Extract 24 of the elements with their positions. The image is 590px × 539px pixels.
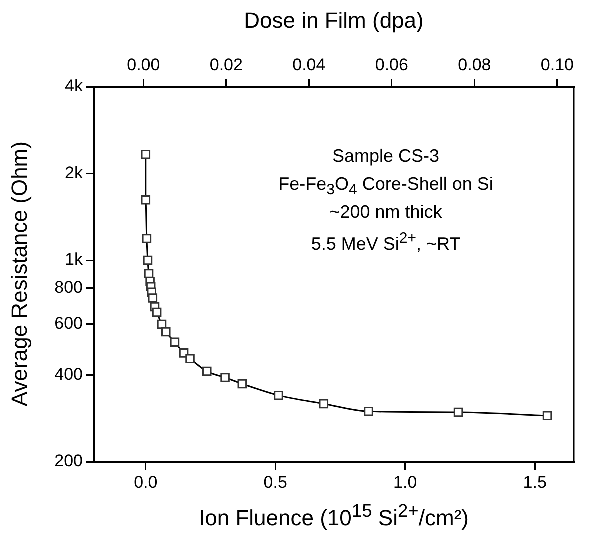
x-axis-title: Ion Fluence (10$^{15}$ Si$^{2+}$/cm²) — [199, 500, 469, 532]
x2-tick-label: 0.04 — [292, 55, 326, 74]
y-tick-label: 2k — [65, 163, 84, 182]
y-tick-label: 600 — [54, 314, 83, 334]
annotation: Sample CS-3 — [332, 146, 440, 167]
y-tick-label: 800 — [54, 278, 83, 298]
x2-axis-title: Dose in Film (dpa) — [244, 8, 424, 34]
annotation: ~200 nm thick — [330, 202, 442, 223]
y-tick-label: 200 — [54, 452, 83, 471]
annotation: 5.5 MeV Si$^{2+}$, ~RT — [311, 230, 461, 255]
x2-tick-label: 0.06 — [375, 55, 408, 74]
x2-tick-label: 0.00 — [127, 55, 160, 74]
x-tick-label: 1.0 — [394, 472, 418, 492]
y-tick-label: 1k — [65, 250, 84, 270]
y-tick-label: 4k — [65, 76, 84, 96]
y-axis-title: Average Resistance (Ohm) — [7, 142, 33, 406]
x-tick-label: 0.5 — [264, 472, 288, 492]
x-tick-label: 1.5 — [523, 472, 547, 492]
x-tick-label: 0.0 — [134, 472, 158, 492]
x2-tick-label: 0.10 — [540, 55, 574, 74]
y-tick-label: 400 — [54, 364, 83, 384]
x2-tick-label: 0.02 — [210, 55, 243, 74]
x2-tick-label: 0.08 — [458, 55, 492, 74]
annotation: Fe-Fe$_{3}$O$_{4}$ Core-Shell on Si — [278, 174, 494, 199]
